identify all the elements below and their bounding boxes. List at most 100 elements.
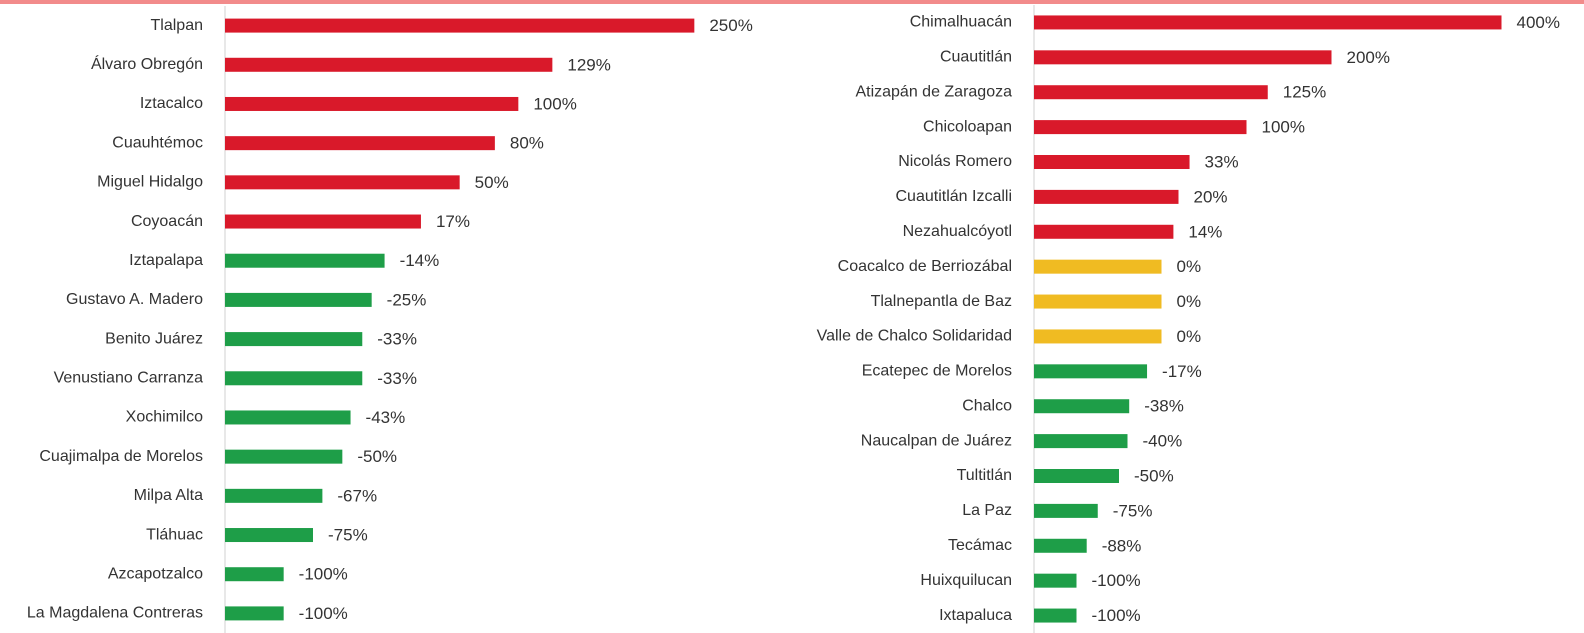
value-label: 125%: [1283, 83, 1326, 102]
bar: [1034, 294, 1162, 309]
category-label: Cuautitlán: [940, 49, 1012, 66]
category-label: Tultitlán: [957, 467, 1012, 484]
category-label: Venustiano Carranza: [54, 370, 204, 387]
value-label: -67%: [337, 486, 377, 505]
bar: [1034, 224, 1174, 239]
value-label: -38%: [1144, 397, 1184, 416]
bar: [225, 332, 363, 347]
value-label: 0%: [1177, 292, 1202, 311]
bar: [225, 410, 351, 425]
category-label: Iztapalapa: [129, 252, 203, 269]
bar: [1034, 364, 1148, 379]
bar: [1034, 503, 1098, 518]
value-label: 0%: [1177, 257, 1202, 276]
category-label: Iztacalco: [140, 95, 203, 112]
bar: [225, 136, 495, 151]
category-label: Cuauhtémoc: [112, 134, 203, 151]
value-label: 129%: [567, 55, 610, 74]
category-label: Tláhuac: [146, 526, 203, 543]
category-label: Tecámac: [948, 537, 1012, 554]
bar: [1034, 469, 1119, 483]
value-label: -88%: [1102, 536, 1142, 555]
bar: [1034, 85, 1268, 100]
category-label: Gustavo A. Madero: [66, 291, 203, 308]
bar: [225, 292, 372, 307]
category-label: Chimalhuacán: [910, 14, 1012, 31]
category-label: Benito Juárez: [105, 330, 203, 347]
bar: [225, 567, 284, 582]
bar: [225, 488, 323, 503]
bar: [1034, 573, 1077, 588]
bar: [225, 175, 460, 190]
category-label: Álvaro Obregón: [91, 54, 203, 73]
category-label: Naucalpan de Juárez: [861, 432, 1012, 449]
value-label: 400%: [1517, 13, 1560, 32]
category-label: Xochimilco: [126, 409, 203, 426]
bar: [225, 96, 519, 111]
value-label: -100%: [1092, 571, 1141, 590]
value-label: -100%: [1092, 606, 1141, 625]
category-label: Huixquilucan: [920, 572, 1012, 589]
category-label: Cuajimalpa de Morelos: [39, 448, 203, 465]
category-label: Azcapotzalco: [108, 565, 203, 582]
bar: [1034, 538, 1087, 553]
bar: [1034, 189, 1179, 204]
value-label: -33%: [377, 330, 417, 349]
value-label: -33%: [377, 369, 417, 388]
value-label: 250%: [709, 16, 752, 35]
value-label: -100%: [299, 604, 348, 623]
category-label: Nicolás Romero: [898, 153, 1012, 170]
category-label: Chalco: [962, 397, 1012, 414]
bar: [225, 528, 313, 543]
value-label: 200%: [1347, 48, 1390, 67]
value-label: 100%: [1262, 118, 1305, 137]
bar: [225, 57, 553, 72]
category-label: Nezahualcóyotl: [903, 223, 1012, 240]
value-label: 80%: [510, 134, 544, 153]
bar: [225, 214, 421, 229]
bar: [1034, 259, 1162, 274]
value-label: -25%: [387, 290, 427, 309]
bar: [225, 371, 363, 386]
bar: [1034, 155, 1190, 169]
bar: [1034, 15, 1502, 30]
value-label: -17%: [1162, 362, 1202, 381]
category-label: Miguel Hidalgo: [97, 174, 203, 191]
value-label: -43%: [366, 408, 406, 427]
category-label: Milpa Alta: [134, 487, 203, 504]
category-label: Coyoacán: [131, 213, 203, 230]
value-label: 14%: [1188, 222, 1222, 241]
value-label: 20%: [1194, 187, 1228, 206]
bar: [225, 606, 284, 621]
value-label: 100%: [533, 94, 576, 113]
value-label: -40%: [1143, 432, 1183, 451]
category-label: Chicoloapan: [923, 118, 1012, 135]
value-label: -75%: [328, 526, 368, 545]
category-label: La Magdalena Contreras: [27, 605, 203, 622]
value-label: -50%: [1134, 466, 1174, 485]
bar: [1034, 608, 1077, 623]
value-label: -50%: [357, 447, 397, 466]
category-label: Tlalnepantla de Baz: [871, 293, 1012, 310]
bar: [1034, 120, 1247, 135]
top-stripe: [0, 0, 1584, 4]
value-label: -14%: [400, 251, 440, 270]
category-label: Tlalpan: [151, 17, 203, 34]
bar: [225, 253, 385, 268]
category-label: Coacalco de Berriozábal: [838, 258, 1012, 275]
category-label: Valle de Chalco Solidaridad: [817, 328, 1012, 345]
category-label: Atizapán de Zaragoza: [855, 83, 1012, 100]
bar: [225, 449, 343, 464]
category-label: Cuautitlán Izcalli: [896, 188, 1013, 205]
bar: [1034, 434, 1128, 449]
category-label: La Paz: [962, 502, 1012, 519]
bar: [1034, 50, 1332, 65]
value-label: -100%: [299, 565, 348, 584]
bar: [1034, 399, 1130, 414]
value-label: 17%: [436, 212, 470, 231]
bar: [225, 18, 695, 33]
category-label: Ixtapaluca: [939, 607, 1012, 624]
bar: [1034, 329, 1162, 344]
value-label: 50%: [475, 173, 509, 192]
